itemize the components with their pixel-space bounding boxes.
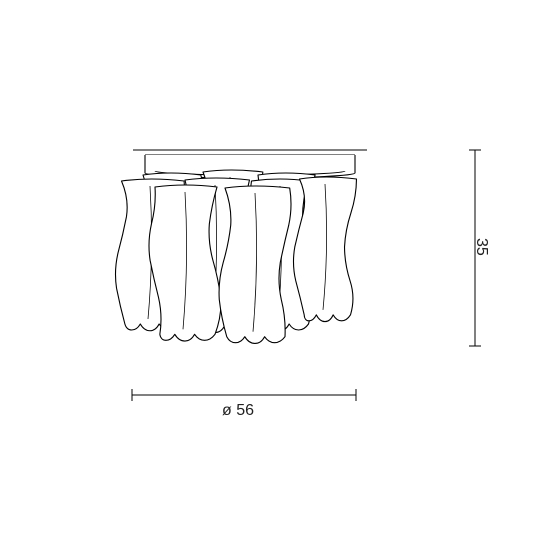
dimension-drawing — [0, 0, 550, 550]
width-dimension-label: ø 56 — [222, 402, 254, 420]
height-dimension-label: 35 — [472, 238, 490, 256]
